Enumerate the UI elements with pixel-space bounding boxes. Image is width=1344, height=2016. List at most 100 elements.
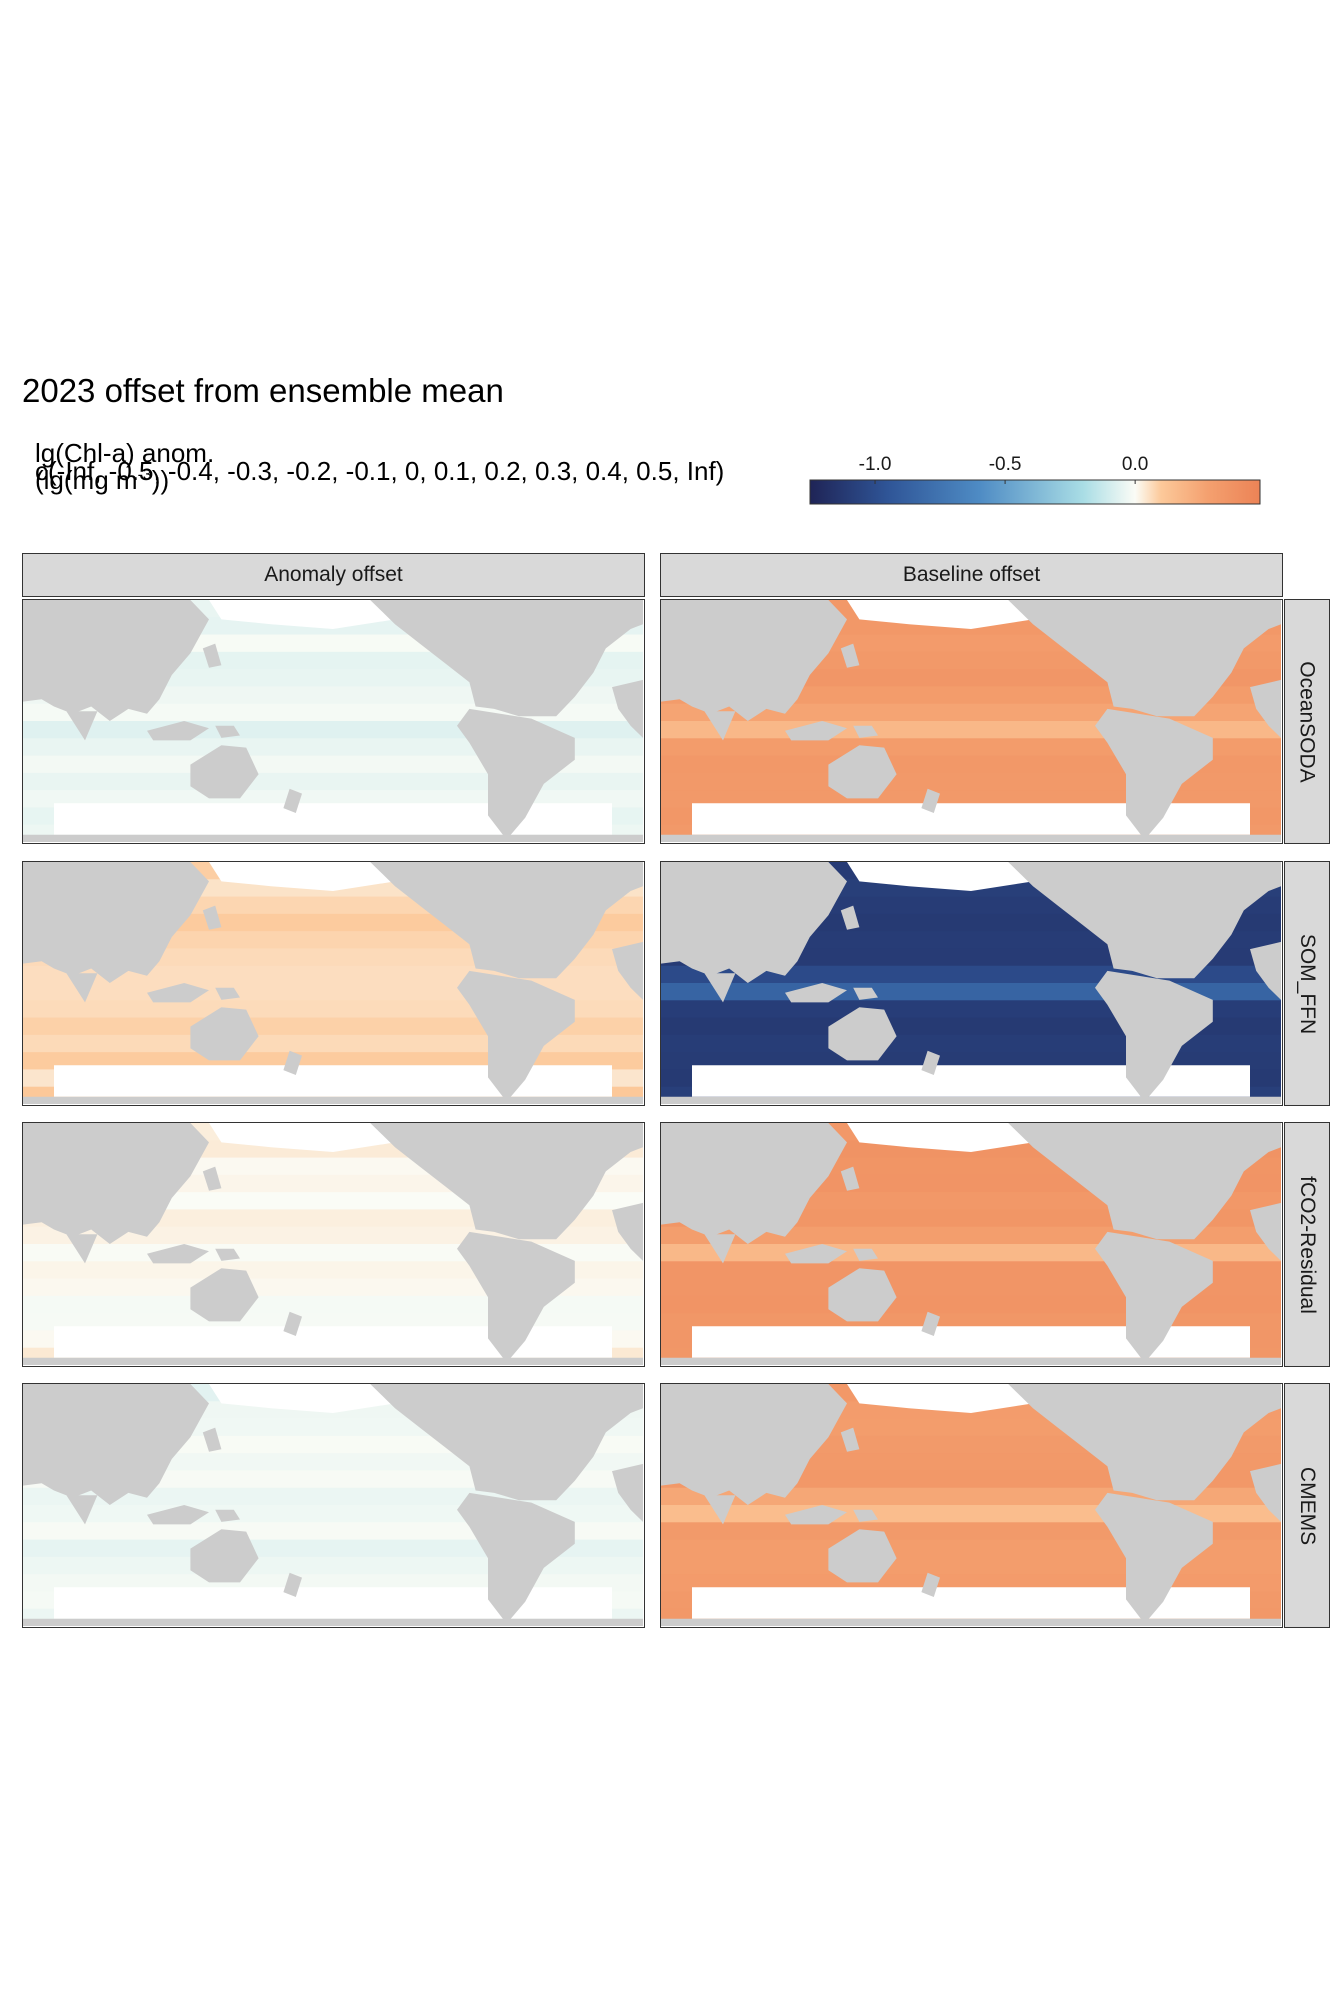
map-panel (660, 599, 1283, 844)
map-panel (22, 861, 645, 1106)
map-panel (660, 1383, 1283, 1628)
land-mass (66, 711, 98, 741)
land-mass (828, 1268, 897, 1322)
land-mass (202, 905, 222, 930)
land-mass (190, 745, 259, 799)
land-mass (23, 1384, 209, 1505)
no-data-region (847, 600, 1046, 629)
land-mass (1250, 941, 1281, 1000)
land-mass (1250, 1463, 1281, 1522)
land-mass (785, 721, 847, 741)
land-mass (612, 679, 643, 738)
no-data-region (209, 600, 408, 629)
land-mass (921, 1311, 940, 1336)
land-mass (661, 1096, 1281, 1104)
no-data-region (209, 862, 408, 891)
land-mass (785, 983, 847, 1003)
no-data-region (847, 862, 1046, 891)
colorbar (809, 479, 1261, 505)
land-mass (370, 600, 643, 717)
land-mass (704, 1234, 736, 1264)
land-mass (840, 1427, 860, 1452)
land-mass (457, 708, 575, 840)
no-data-region (54, 803, 612, 835)
land-mass (457, 1231, 575, 1363)
legend-title-unit-prefix: (lg(mg m (35, 465, 138, 495)
legend-title-line1: lg(Chl-a) anom. (35, 438, 215, 468)
no-data-region (54, 1326, 612, 1358)
land-mass (370, 1384, 643, 1501)
land-mass (23, 834, 643, 842)
map-panel (22, 1383, 645, 1628)
no-data-region (209, 1123, 408, 1152)
colorbar-tick-label: -0.5 (989, 454, 1022, 475)
land-mass (215, 1248, 240, 1261)
land-mass (828, 1529, 897, 1583)
land-mass (853, 725, 878, 738)
land-mass (661, 600, 847, 721)
land-mass (1250, 1202, 1281, 1261)
land-mass (215, 1509, 240, 1522)
land-mass (283, 788, 302, 813)
land-mass (283, 1572, 302, 1597)
land-mass (147, 1244, 209, 1264)
land-mass (661, 1123, 847, 1244)
map-panel (22, 1122, 645, 1367)
colorbar-legend: -1.0 -0.5 0.0 (809, 454, 1261, 505)
land-mass (190, 1268, 259, 1322)
no-data-region (209, 1384, 408, 1413)
land-mass (66, 1495, 98, 1525)
map-panel (22, 599, 645, 844)
no-data-region (692, 1326, 1250, 1358)
land-mass (785, 1505, 847, 1525)
map-panel (660, 1122, 1283, 1367)
land-mass (853, 1248, 878, 1261)
land-mass (370, 862, 643, 979)
land-mass (283, 1311, 302, 1336)
land-mass (215, 987, 240, 1000)
land-mass (215, 725, 240, 738)
land-mass (1008, 600, 1281, 717)
land-mass (1008, 862, 1281, 979)
land-mass (370, 1123, 643, 1240)
land-mass (147, 983, 209, 1003)
row-strip: SOM_FFN (1284, 861, 1330, 1106)
land-mass (612, 1202, 643, 1261)
land-mass (828, 1007, 897, 1061)
land-mass (66, 1234, 98, 1264)
land-mass (661, 1618, 1281, 1626)
no-data-region (847, 1123, 1046, 1152)
no-data-region (54, 1065, 612, 1097)
land-mass (661, 862, 847, 983)
land-mass (921, 788, 940, 813)
land-mass (1095, 1231, 1213, 1363)
no-data-region (847, 1384, 1046, 1413)
no-data-region (692, 1587, 1250, 1619)
land-mass (66, 973, 98, 1003)
column-strip: Baseline offset (660, 553, 1283, 597)
column-strip: Anomaly offset (22, 553, 645, 597)
land-mass (704, 711, 736, 741)
land-mass (1008, 1384, 1281, 1501)
land-mass (23, 1123, 209, 1244)
land-mass (704, 1495, 736, 1525)
land-mass (661, 1384, 847, 1505)
land-mass (840, 1166, 860, 1191)
land-mass (704, 973, 736, 1003)
legend-title-unit-suffix: )) (151, 465, 170, 495)
land-mass (661, 834, 1281, 842)
land-mass (1095, 1492, 1213, 1624)
land-mass (23, 1618, 643, 1626)
land-mass (921, 1572, 940, 1597)
land-mass (23, 862, 209, 983)
legend-title-unit-sup: -3 (137, 466, 152, 484)
land-mass (828, 745, 897, 799)
colorbar-tick-label: -1.0 (859, 454, 892, 475)
land-mass (23, 1357, 643, 1365)
row-strip: OceanSODA (1284, 599, 1330, 844)
land-mass (23, 600, 209, 721)
land-mass (661, 1357, 1281, 1365)
row-strip: fCO2-Residual (1284, 1122, 1330, 1367)
land-mass (1095, 970, 1213, 1102)
land-mass (202, 643, 222, 668)
